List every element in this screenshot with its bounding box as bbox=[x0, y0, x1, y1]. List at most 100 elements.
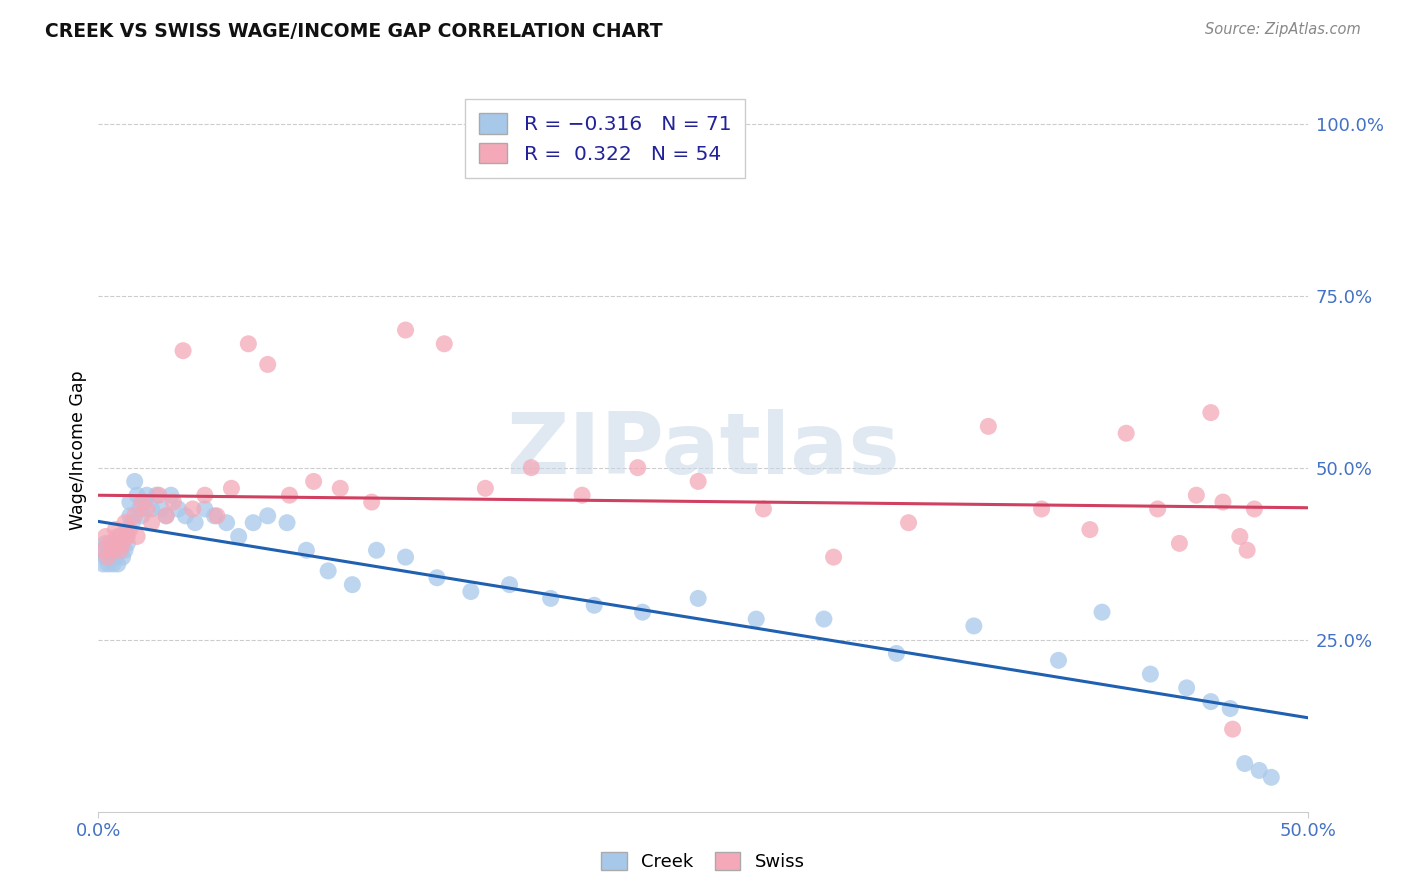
Point bbox=[135, 502, 157, 516]
Point bbox=[204, 508, 226, 523]
Point bbox=[100, 536, 122, 550]
Point bbox=[118, 495, 141, 509]
Point bbox=[111, 536, 134, 550]
Point bbox=[141, 502, 163, 516]
Point bbox=[97, 543, 120, 558]
Point bbox=[94, 550, 117, 565]
Point bbox=[752, 502, 775, 516]
Point bbox=[117, 536, 139, 550]
Point bbox=[90, 543, 112, 558]
Point bbox=[394, 550, 416, 565]
Point bbox=[238, 336, 260, 351]
Point bbox=[194, 502, 217, 516]
Point bbox=[118, 523, 141, 537]
Point bbox=[256, 358, 278, 372]
Point bbox=[124, 508, 146, 523]
Point bbox=[433, 336, 456, 351]
Point bbox=[101, 543, 124, 558]
Point bbox=[101, 557, 124, 571]
Point bbox=[111, 550, 134, 565]
Point bbox=[1229, 529, 1251, 543]
Point bbox=[583, 599, 606, 613]
Point bbox=[302, 475, 325, 489]
Point bbox=[135, 488, 157, 502]
Point bbox=[107, 529, 129, 543]
Point bbox=[107, 557, 129, 571]
Point bbox=[134, 495, 156, 509]
Point bbox=[366, 543, 388, 558]
Point bbox=[104, 536, 127, 550]
Point bbox=[571, 488, 593, 502]
Point bbox=[1078, 523, 1101, 537]
Point bbox=[460, 584, 482, 599]
Point bbox=[520, 460, 543, 475]
Point bbox=[221, 481, 243, 495]
Point bbox=[1222, 722, 1244, 736]
Point bbox=[886, 647, 908, 661]
Point bbox=[1233, 756, 1256, 771]
Point bbox=[1243, 502, 1265, 516]
Point bbox=[104, 523, 127, 537]
Point bbox=[813, 612, 835, 626]
Legend: R = −0.316   N = 71, R =  0.322   N = 54: R = −0.316 N = 71, R = 0.322 N = 54 bbox=[465, 99, 745, 178]
Point bbox=[172, 343, 194, 358]
Point bbox=[1199, 406, 1222, 420]
Point bbox=[631, 605, 654, 619]
Point bbox=[1249, 764, 1271, 778]
Point bbox=[1139, 667, 1161, 681]
Point bbox=[114, 516, 136, 530]
Point bbox=[1047, 653, 1070, 667]
Point bbox=[977, 419, 1000, 434]
Point bbox=[540, 591, 562, 606]
Point bbox=[118, 508, 141, 523]
Point bbox=[101, 543, 124, 558]
Point bbox=[108, 543, 131, 558]
Point bbox=[278, 488, 301, 502]
Point bbox=[627, 460, 650, 475]
Point bbox=[1185, 488, 1208, 502]
Point bbox=[1115, 426, 1137, 441]
Y-axis label: Wage/Income Gap: Wage/Income Gap bbox=[69, 371, 87, 530]
Point bbox=[100, 536, 122, 550]
Point bbox=[121, 516, 143, 530]
Point bbox=[228, 529, 250, 543]
Point bbox=[1175, 681, 1198, 695]
Point bbox=[145, 488, 167, 502]
Point bbox=[160, 488, 183, 502]
Point bbox=[963, 619, 986, 633]
Point bbox=[1031, 502, 1053, 516]
Point bbox=[1260, 770, 1282, 784]
Point bbox=[688, 475, 710, 489]
Point bbox=[150, 502, 173, 516]
Point bbox=[155, 508, 177, 523]
Point bbox=[1199, 695, 1222, 709]
Point bbox=[181, 502, 204, 516]
Point bbox=[688, 591, 710, 606]
Point bbox=[215, 516, 238, 530]
Point bbox=[131, 508, 153, 523]
Point bbox=[256, 508, 278, 523]
Text: ZIPatlas: ZIPatlas bbox=[506, 409, 900, 492]
Point bbox=[141, 516, 163, 530]
Point bbox=[316, 564, 339, 578]
Point bbox=[174, 508, 197, 523]
Point bbox=[114, 529, 136, 543]
Point bbox=[342, 577, 364, 591]
Point bbox=[91, 543, 114, 558]
Point bbox=[823, 550, 845, 565]
Point bbox=[194, 488, 217, 502]
Point bbox=[124, 475, 146, 489]
Point bbox=[108, 543, 131, 558]
Point bbox=[97, 557, 120, 571]
Point bbox=[745, 612, 768, 626]
Point bbox=[127, 529, 149, 543]
Point bbox=[127, 488, 149, 502]
Point bbox=[128, 502, 150, 516]
Point bbox=[114, 543, 136, 558]
Point bbox=[242, 516, 264, 530]
Point bbox=[897, 516, 920, 530]
Point bbox=[276, 516, 298, 530]
Point bbox=[1219, 701, 1241, 715]
Point bbox=[108, 529, 131, 543]
Text: CREEK VS SWISS WAGE/INCOME GAP CORRELATION CHART: CREEK VS SWISS WAGE/INCOME GAP CORRELATI… bbox=[45, 22, 662, 41]
